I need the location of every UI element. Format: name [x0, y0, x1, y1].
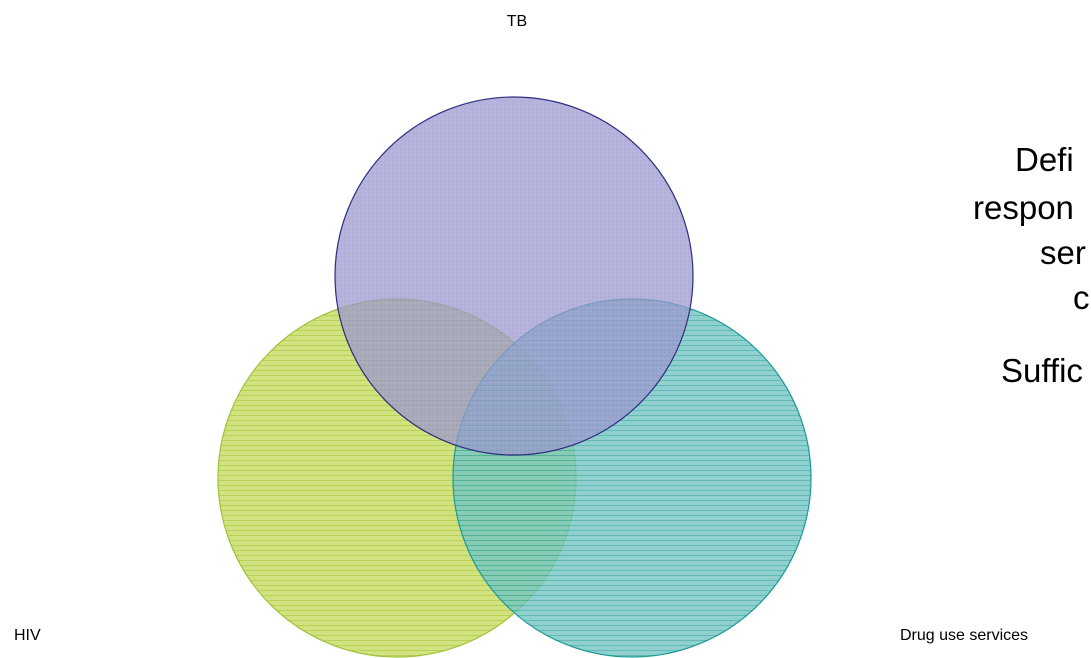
- side-text: Suffic: [1001, 352, 1083, 389]
- drug-use-label: Drug use services: [900, 627, 1028, 644]
- side-text: respon: [973, 189, 1074, 226]
- tb-circle: [334, 96, 694, 456]
- side-text: c: [1073, 279, 1090, 316]
- tb-label: TB: [507, 13, 527, 30]
- side-text: ser: [1040, 234, 1086, 271]
- hiv-label: HIV: [14, 627, 41, 644]
- side-text: Defi: [1015, 141, 1074, 178]
